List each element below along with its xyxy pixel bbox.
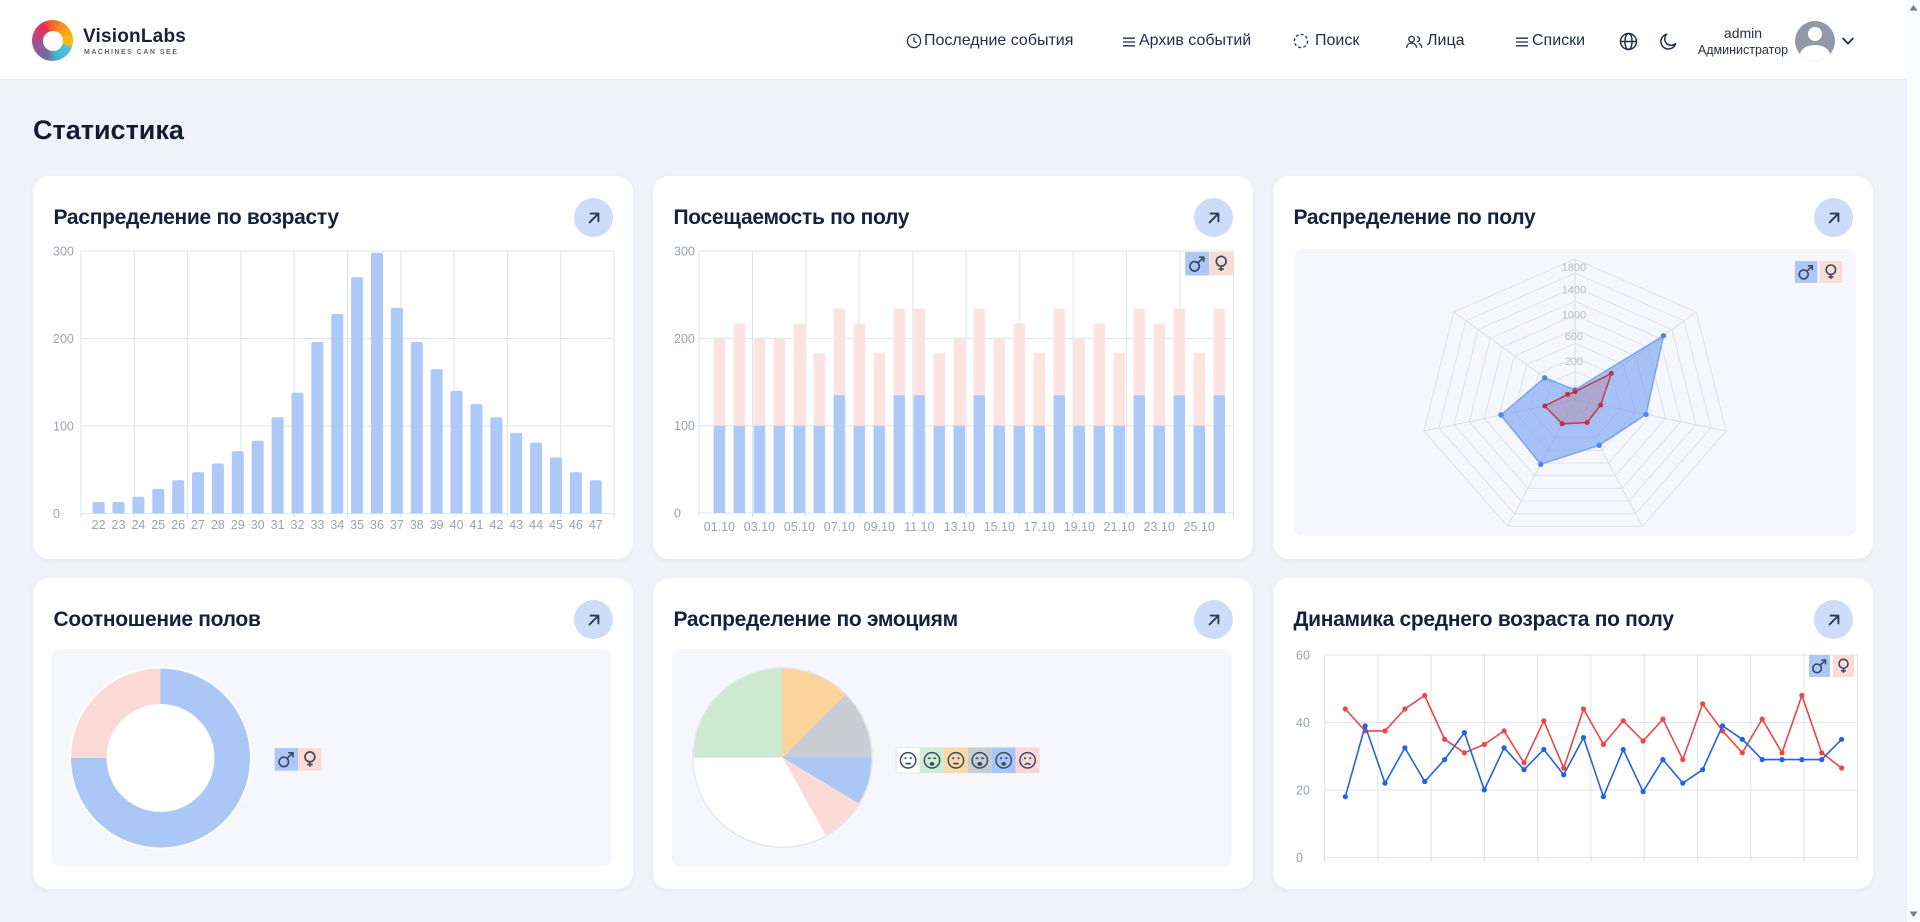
svg-text:27: 27 [191,518,205,532]
svg-text:36: 36 [370,518,384,532]
svg-text:200: 200 [53,332,74,346]
svg-text:03.10: 03.10 [744,520,775,534]
svg-text:29: 29 [231,518,245,532]
svg-text:40: 40 [1296,716,1310,730]
svg-text:13.10: 13.10 [944,520,975,534]
svg-text:23.10: 23.10 [1144,520,1175,534]
svg-text:17.10: 17.10 [1024,520,1055,534]
svg-text:20: 20 [1296,783,1310,797]
svg-text:44: 44 [529,518,543,532]
svg-text:1800: 1800 [1562,262,1586,274]
svg-text:22: 22 [92,518,106,532]
svg-text:30: 30 [251,518,265,532]
svg-text:32: 32 [291,518,305,532]
svg-text:25: 25 [151,518,165,532]
svg-text:1000: 1000 [1562,310,1586,322]
svg-text:33: 33 [310,518,324,532]
svg-text:300: 300 [53,245,74,259]
svg-text:43: 43 [509,518,523,532]
svg-text:42: 42 [489,518,503,532]
svg-text:200: 200 [674,332,695,346]
svg-text:34: 34 [330,518,344,532]
svg-text:100: 100 [53,419,74,433]
svg-text:21.10: 21.10 [1104,520,1135,534]
svg-text:25.10: 25.10 [1184,520,1215,534]
svg-text:0: 0 [53,507,60,521]
svg-text:05.10: 05.10 [784,520,815,534]
svg-text:46: 46 [569,518,583,532]
svg-text:1400: 1400 [1562,285,1586,297]
svg-text:37: 37 [390,518,404,532]
svg-text:31: 31 [271,518,285,532]
svg-text:11.10: 11.10 [904,520,934,534]
svg-text:28: 28 [211,518,225,532]
svg-text:45: 45 [549,518,563,532]
svg-text:600: 600 [1565,331,1583,343]
svg-text:200: 200 [1565,356,1583,368]
svg-text:300: 300 [674,245,695,259]
svg-text:07.10: 07.10 [824,520,855,534]
svg-text:01.10: 01.10 [704,520,735,534]
svg-text:100: 100 [674,419,695,433]
svg-text:26: 26 [171,518,185,532]
svg-text:24: 24 [131,518,145,532]
svg-text:0: 0 [1296,851,1303,865]
svg-text:60: 60 [1296,649,1310,663]
svg-text:47: 47 [589,518,603,532]
svg-text:41: 41 [470,518,484,532]
svg-text:09.10: 09.10 [864,520,895,534]
svg-text:38: 38 [410,518,424,532]
svg-text:39: 39 [430,518,444,532]
svg-text:40: 40 [450,518,464,532]
svg-text:0: 0 [674,507,681,521]
svg-text:15.10: 15.10 [984,520,1015,534]
svg-text:35: 35 [350,518,364,532]
svg-text:23: 23 [112,518,126,532]
svg-text:19.10: 19.10 [1064,520,1095,534]
